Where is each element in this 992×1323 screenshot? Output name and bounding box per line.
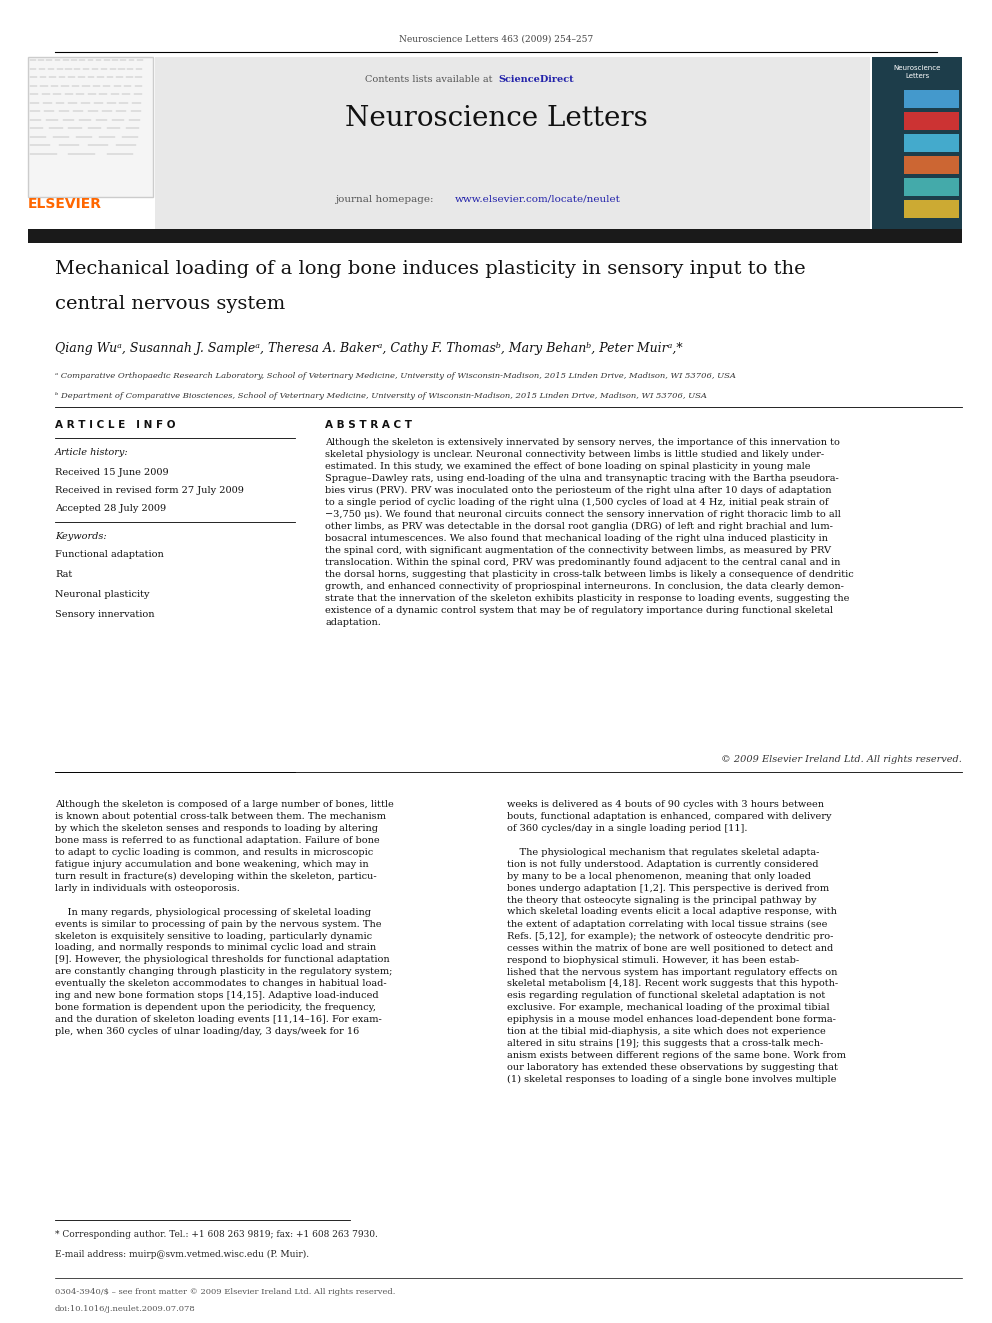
Text: Keywords:: Keywords: <box>55 532 106 541</box>
Bar <box>155 57 870 229</box>
Text: central nervous system: central nervous system <box>55 295 286 314</box>
Bar <box>904 134 959 152</box>
Text: * Corresponding author. Tel.: +1 608 263 9819; fax: +1 608 263 7930.: * Corresponding author. Tel.: +1 608 263… <box>55 1230 378 1240</box>
Text: Neuronal plasticity: Neuronal plasticity <box>55 590 150 599</box>
Text: journal homepage:: journal homepage: <box>335 194 436 204</box>
Text: Sensory innervation: Sensory innervation <box>55 610 155 619</box>
Text: Contents lists available at: Contents lists available at <box>365 75 496 83</box>
Text: Neuroscience Letters 463 (2009) 254–257: Neuroscience Letters 463 (2009) 254–257 <box>399 34 593 44</box>
Text: Received in revised form 27 July 2009: Received in revised form 27 July 2009 <box>55 486 244 495</box>
Text: doi:10.1016/j.neulet.2009.07.078: doi:10.1016/j.neulet.2009.07.078 <box>55 1304 195 1312</box>
Text: Article history:: Article history: <box>55 448 129 456</box>
Text: Although the skeleton is extensively innervated by sensory nerves, the importanc: Although the skeleton is extensively inn… <box>325 438 854 627</box>
Text: E-mail address: muirp@svm.vetmed.wisc.edu (P. Muir).: E-mail address: muirp@svm.vetmed.wisc.ed… <box>55 1250 310 1259</box>
Bar <box>28 229 962 243</box>
Bar <box>904 90 959 108</box>
Text: Received 15 June 2009: Received 15 June 2009 <box>55 468 169 478</box>
Text: weeks is delivered as 4 bouts of 90 cycles with 3 hours between
bouts, functiona: weeks is delivered as 4 bouts of 90 cycl… <box>507 800 846 1084</box>
Bar <box>904 179 959 196</box>
Text: © 2009 Elsevier Ireland Ltd. All rights reserved.: © 2009 Elsevier Ireland Ltd. All rights … <box>721 755 962 763</box>
Text: A B S T R A C T: A B S T R A C T <box>325 419 412 430</box>
Text: 0304-3940/$ – see front matter © 2009 Elsevier Ireland Ltd. All rights reserved.: 0304-3940/$ – see front matter © 2009 El… <box>55 1289 396 1297</box>
Text: Functional adaptation: Functional adaptation <box>55 550 164 560</box>
Text: Qiang Wuᵃ, Susannah J. Sampleᵃ, Theresa A. Bakerᵃ, Cathy F. Thomasᵇ, Mary Behanᵇ: Qiang Wuᵃ, Susannah J. Sampleᵃ, Theresa … <box>55 343 682 355</box>
Bar <box>904 156 959 175</box>
Bar <box>904 112 959 130</box>
Text: Mechanical loading of a long bone induces plasticity in sensory input to the: Mechanical loading of a long bone induce… <box>55 261 806 278</box>
Bar <box>872 57 962 229</box>
Text: www.elsevier.com/locate/neulet: www.elsevier.com/locate/neulet <box>455 194 621 204</box>
Text: ScienceDirect: ScienceDirect <box>498 75 573 83</box>
Text: ᵃ Comparative Orthopaedic Research Laboratory, School of Veterinary Medicine, Un: ᵃ Comparative Orthopaedic Research Labor… <box>55 372 736 380</box>
Text: Accepted 28 July 2009: Accepted 28 July 2009 <box>55 504 166 513</box>
Text: Neuroscience Letters: Neuroscience Letters <box>344 105 648 132</box>
Text: ᵇ Department of Comparative Biosciences, School of Veterinary Medicine, Universi: ᵇ Department of Comparative Biosciences,… <box>55 392 707 400</box>
Bar <box>28 57 153 197</box>
Text: ELSEVIER: ELSEVIER <box>28 197 102 210</box>
Text: A R T I C L E   I N F O: A R T I C L E I N F O <box>55 419 176 430</box>
Text: Although the skeleton is composed of a large number of bones, little
is known ab: Although the skeleton is composed of a l… <box>55 800 394 1036</box>
Text: Neuroscience
Letters: Neuroscience Letters <box>894 65 940 78</box>
Bar <box>904 200 959 218</box>
Text: Rat: Rat <box>55 570 72 579</box>
